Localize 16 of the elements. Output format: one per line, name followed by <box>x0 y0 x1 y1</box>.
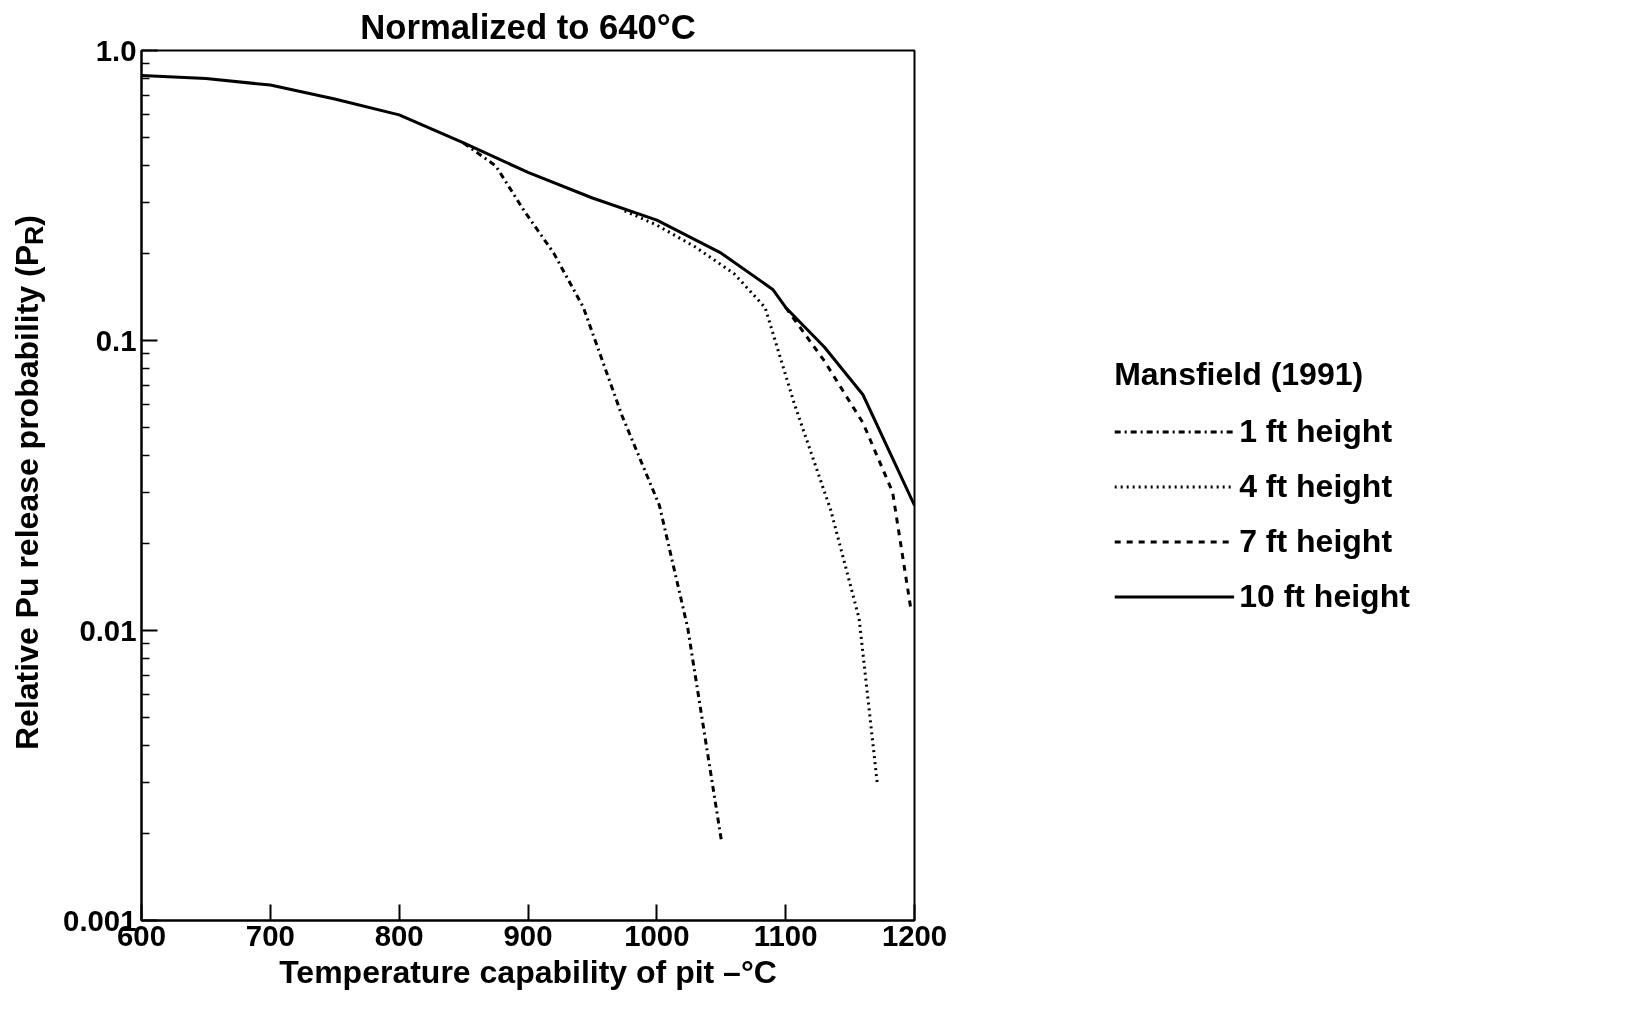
legend-label: 1 ft height <box>1239 412 1393 450</box>
legend-title: Mansfield (1991) <box>1114 355 1365 393</box>
x-tick-label: 1100 <box>753 918 818 952</box>
y-tick-label: 0.1 <box>95 323 137 357</box>
legend-label: 10 ft height <box>1239 577 1410 615</box>
x-tick-label: 800 <box>374 918 424 952</box>
x-tick-label: 1000 <box>624 918 690 952</box>
y-tick-label: 0.01 <box>79 613 137 647</box>
legend-label: 4 ft height <box>1239 467 1393 505</box>
x-tick-label: 700 <box>245 918 295 952</box>
chart-title: Normalized to 640°C <box>360 7 696 46</box>
x-tick-label: 900 <box>503 918 553 952</box>
legend-label: 7 ft height <box>1239 522 1393 560</box>
x-tick-label: 1200 <box>881 918 948 952</box>
x-axis-title: Temperature capability of pit –°C <box>279 953 777 990</box>
y-tick-label: 1.0 <box>95 33 137 67</box>
